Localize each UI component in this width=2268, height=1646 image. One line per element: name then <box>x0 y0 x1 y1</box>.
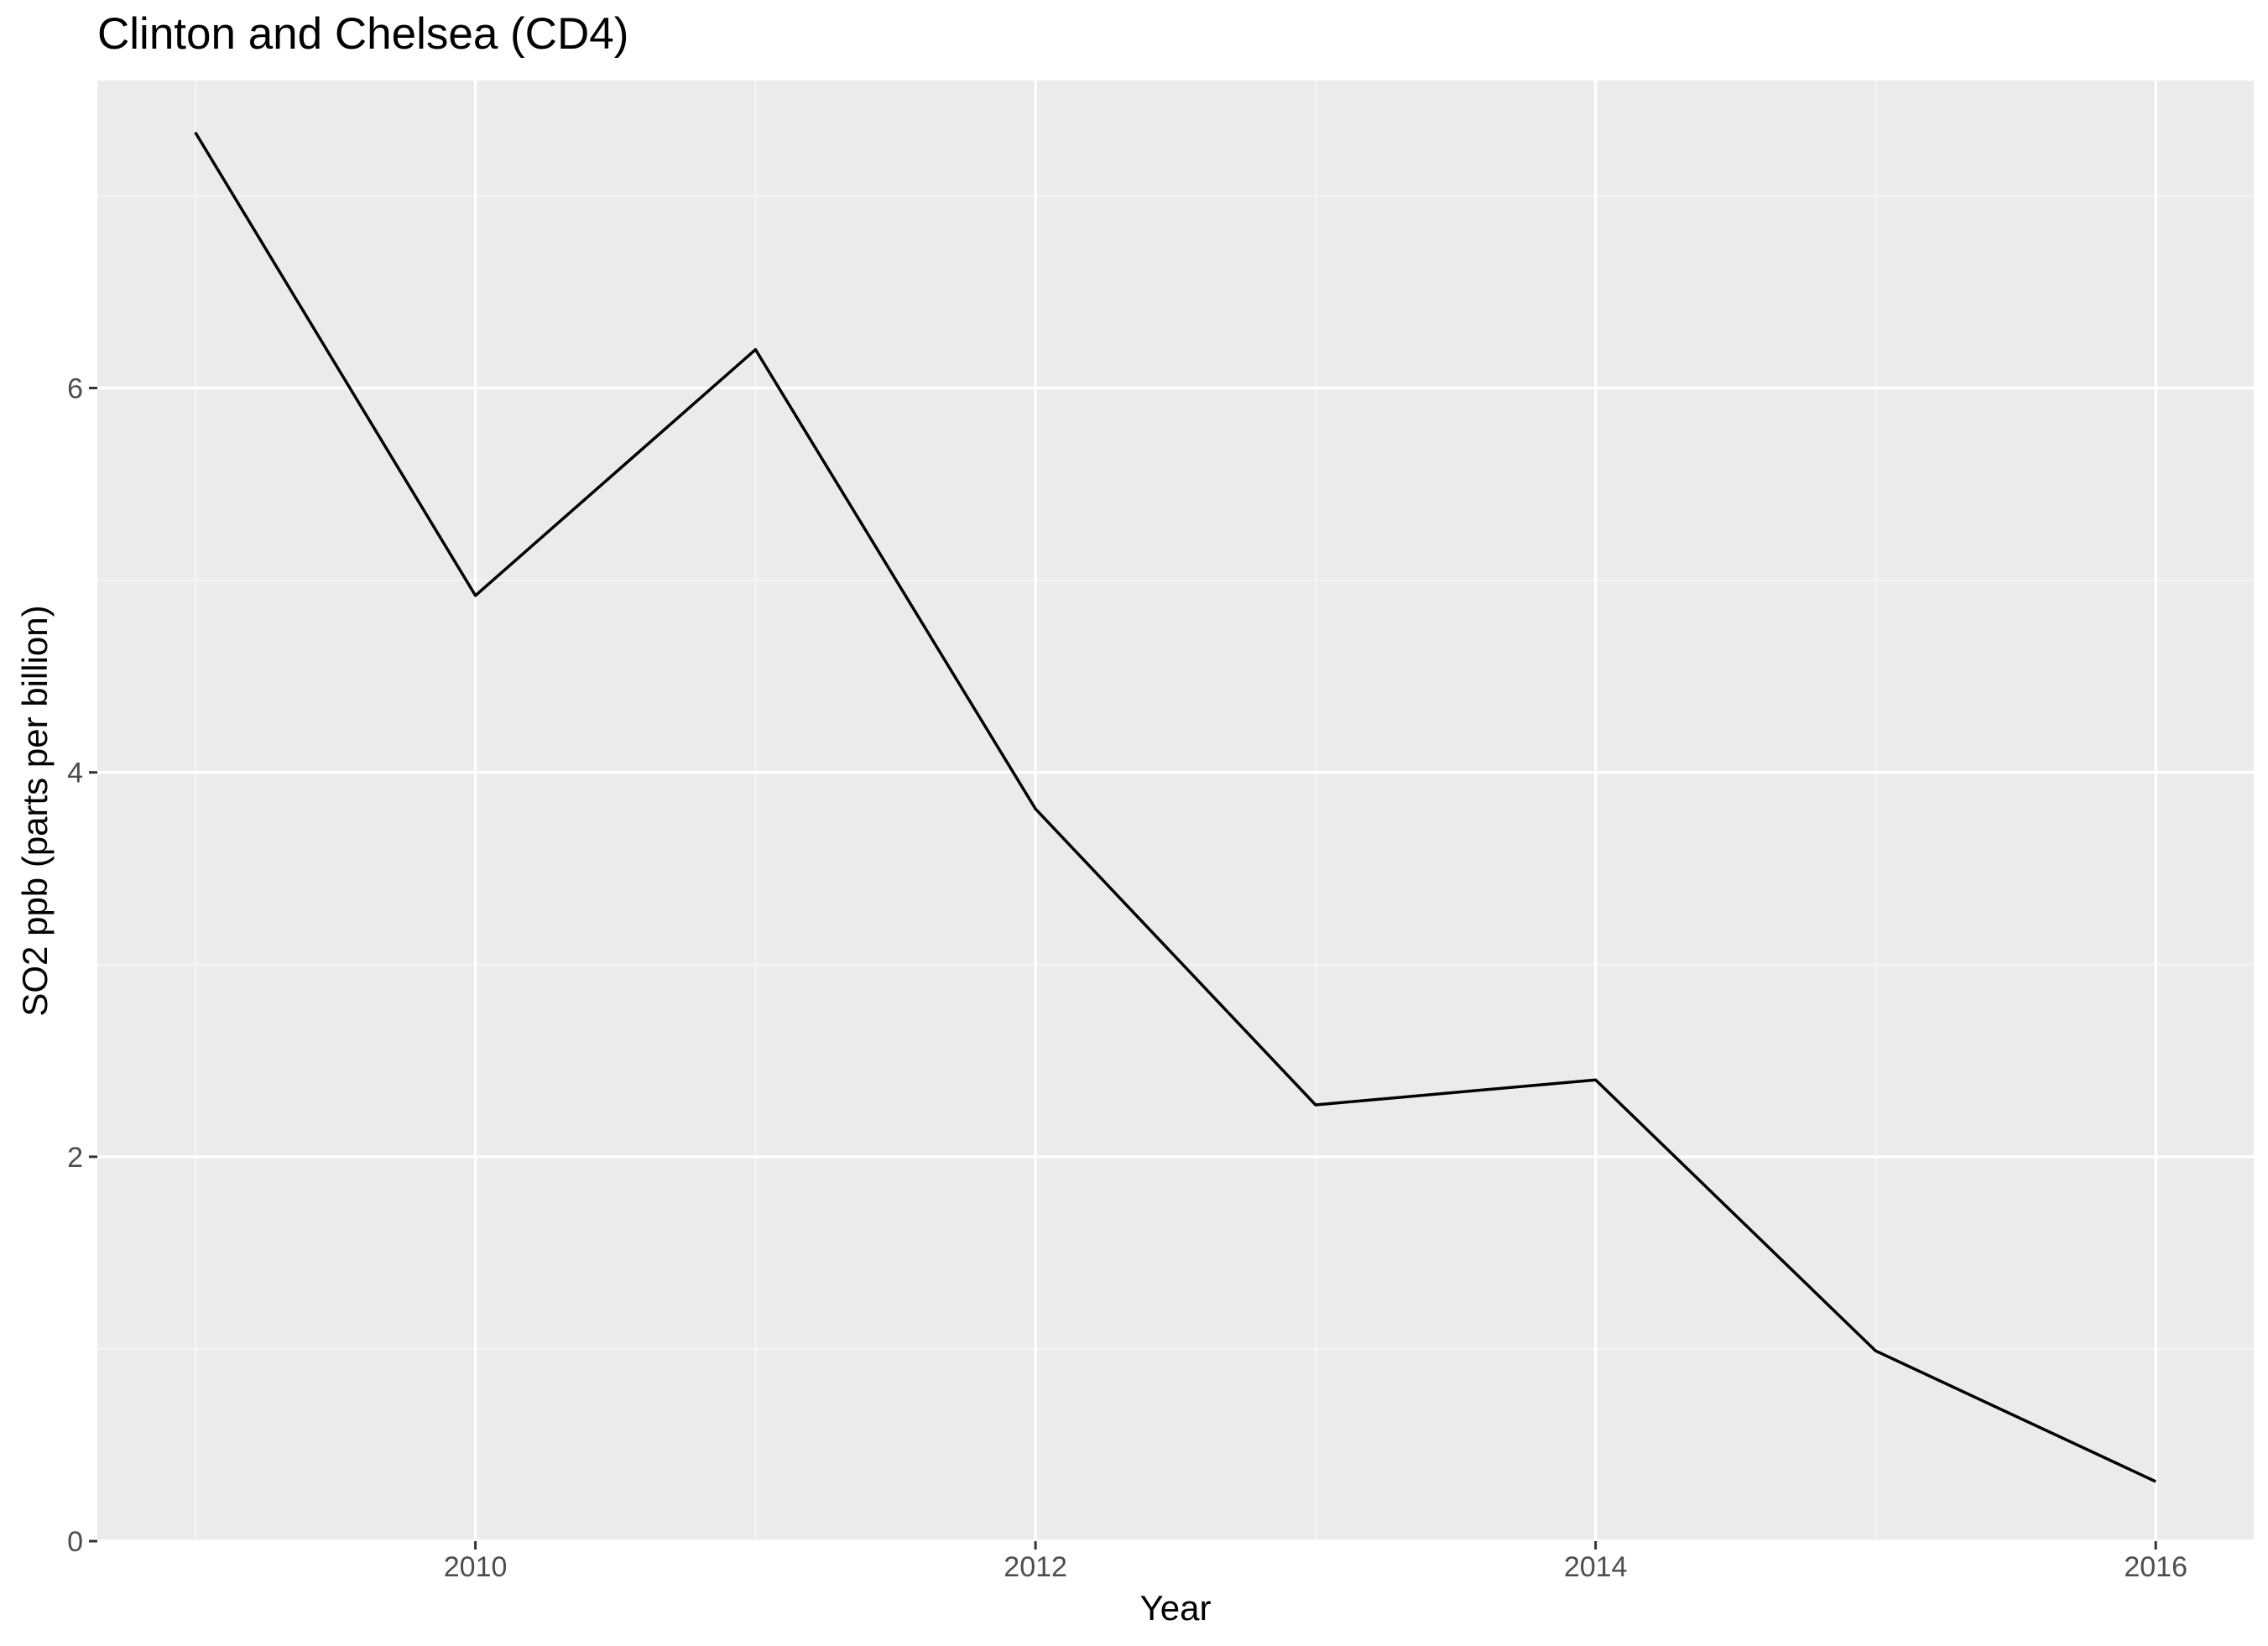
y-tick-label: 2 <box>67 1142 83 1174</box>
plot-panel <box>97 81 2254 1541</box>
major-gridlines <box>97 81 2254 1543</box>
chart-title: Clinton and Chelsea (CD4) <box>97 9 628 59</box>
x-tick-label: 2016 <box>2124 1551 2187 1583</box>
series-layer <box>194 131 2156 1483</box>
tick-labels: 2010 2012 2014 2016 0 2 4 6 <box>67 373 2187 1583</box>
x-tick-label: 2012 <box>1004 1551 1067 1583</box>
y-tick-label: 6 <box>67 373 83 405</box>
series-line <box>194 131 2156 1483</box>
y-tick-label: 0 <box>67 1526 83 1558</box>
x-tick-label: 2010 <box>444 1551 508 1583</box>
axis-ticks <box>89 387 2157 1550</box>
y-axis-title: SO2 ppb (parts per billion) <box>15 605 55 1016</box>
y-tick-label: 4 <box>67 758 83 789</box>
minor-gridlines <box>97 81 2254 1541</box>
x-tick-label: 2014 <box>1564 1551 1628 1583</box>
x-axis-title: Year <box>1140 1588 1212 1628</box>
